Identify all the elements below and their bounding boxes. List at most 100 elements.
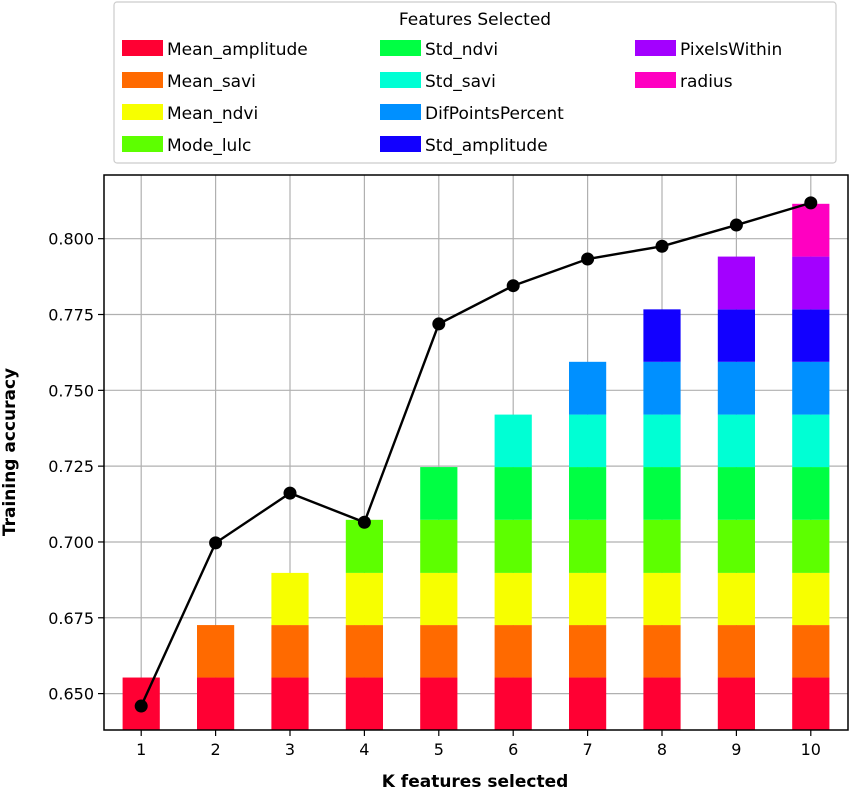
x-tick-label: 8 — [657, 740, 667, 759]
bar-segment-mean-savi-k5 — [420, 625, 458, 678]
y-tick-label: 0.750 — [48, 381, 94, 400]
bar-segment-std-amplitude-k8 — [643, 309, 681, 362]
legend-label-mode-lulc: Mode_lulc — [167, 136, 251, 156]
y-tick-label: 0.675 — [48, 609, 94, 628]
legend-items: Mean_amplitude Mean_savi Mean_ndvi Mode_lul… — [122, 40, 782, 156]
legend-label-std-ndvi: Std_ndvi — [425, 40, 498, 60]
bar-segment-mean-savi-k2 — [197, 625, 235, 678]
plot-area: 1 2 3 4 5 6 7 8 9 10 0.650 0.675 0.700 0.725 0.750 0.7… — [48, 174, 849, 759]
bar-segment-mean-savi-k4 — [345, 625, 383, 678]
bar-segment-mode-lulc-k10 — [792, 519, 830, 573]
bar-segment-mean-savi-k9 — [717, 625, 755, 678]
legend-title: Features Selected — [399, 10, 551, 30]
plot-frame — [103, 174, 849, 731]
bar-segment-std-ndvi-k5 — [420, 467, 458, 520]
bar-segment-mean-savi-k6 — [494, 625, 532, 678]
bar-segment-mean-ndvi-k6 — [494, 572, 532, 626]
bar-segment-std-ndvi-k6 — [494, 467, 532, 520]
x-tick-label: 1 — [136, 740, 146, 759]
bar-segment-mean-ndvi-k9 — [717, 572, 755, 626]
legend-swatch-radius — [635, 72, 676, 88]
accuracy-point-k7 — [581, 252, 595, 266]
bar-segment-mean-amplitude-k5 — [420, 677, 458, 730]
legend-swatch-pixelswithin — [635, 40, 676, 56]
x-tick-label: 3 — [285, 740, 295, 759]
bar-segment-mean-savi-k7 — [569, 625, 607, 678]
bar-segment-std-savi-k7 — [569, 414, 607, 468]
x-axis-title: K features selected — [382, 772, 569, 788]
legend-label-std-amplitude: Std_amplitude — [425, 136, 548, 156]
bar-segment-mode-lulc-k9 — [717, 519, 755, 573]
bar-segment-std-savi-k6 — [494, 414, 532, 468]
bar-segment-pixelswithin-k10 — [792, 256, 830, 310]
bar-segment-mean-ndvi-k10 — [792, 572, 830, 626]
bars — [122, 203, 830, 730]
x-tick-label: 7 — [583, 740, 593, 759]
bar-segment-mean-amplitude-k4 — [345, 677, 383, 730]
bar-segment-std-savi-k8 — [643, 414, 681, 468]
y-tick-label: 0.800 — [48, 230, 94, 249]
y-tick-label: 0.700 — [48, 533, 94, 552]
legend-label-radius: radius — [680, 72, 733, 92]
accuracy-point-k3 — [283, 486, 297, 500]
bar-segment-difpointspercent-k8 — [643, 361, 681, 415]
bar-segment-std-ndvi-k10 — [792, 467, 830, 520]
x-tick-label: 6 — [508, 740, 518, 759]
bar-segment-mean-savi-k3 — [271, 625, 309, 678]
accuracy-line-series — [134, 196, 818, 713]
bar-segment-mean-ndvi-k3 — [271, 572, 309, 626]
bar-segment-mode-lulc-k6 — [494, 519, 532, 573]
bar-segment-std-ndvi-k9 — [717, 467, 755, 520]
x-tick-label: 4 — [359, 740, 369, 759]
legend-swatch-mode-lulc — [122, 136, 163, 152]
bar-segment-difpointspercent-k9 — [717, 361, 755, 415]
legend-label-std-savi: Std_savi — [425, 72, 496, 92]
accuracy-point-k6 — [506, 279, 520, 293]
legend: Features Selected Mean_amplitude Mean_sav… — [113, 1, 837, 164]
bar-segment-mean-ndvi-k8 — [643, 572, 681, 626]
bar-segment-mean-savi-k8 — [643, 625, 681, 678]
legend-swatch-difpointspercent — [380, 104, 421, 120]
bar-segment-mean-amplitude-k6 — [494, 677, 532, 730]
legend-label-mean-ndvi: Mean_ndvi — [167, 104, 258, 124]
bar-segment-mean-amplitude-k9 — [717, 677, 755, 730]
bar-segment-difpointspercent-k10 — [792, 361, 830, 415]
bar-segment-mode-lulc-k7 — [569, 519, 607, 573]
accuracy-point-k10 — [804, 196, 818, 210]
bar-segment-mean-amplitude-k7 — [569, 677, 607, 730]
accuracy-point-k8 — [655, 239, 669, 253]
accuracy-point-k9 — [729, 218, 743, 232]
bar-segment-mean-amplitude-k10 — [792, 677, 830, 730]
legend-label-mean-savi: Mean_savi — [167, 72, 256, 92]
accuracy-point-k5 — [432, 317, 446, 331]
y-tick-label: 0.775 — [48, 306, 94, 325]
bar-segment-mean-ndvi-k5 — [420, 572, 458, 626]
accuracy-line — [140, 201, 812, 707]
bar-segment-std-ndvi-k7 — [569, 467, 607, 520]
y-axis-ticks: 0.650 0.675 0.700 0.725 0.750 0.775 0.800 — [48, 230, 104, 704]
legend-label-difpointspercent: DifPointsPercent — [425, 104, 564, 124]
x-axis-ticks: 1 2 3 4 5 6 7 8 9 10 — [136, 730, 821, 759]
x-tick-label: 2 — [211, 740, 221, 759]
y-tick-label: 0.650 — [48, 685, 94, 704]
legend-label-pixelswithin: PixelsWithin — [680, 40, 782, 60]
bar-segment-mean-amplitude-k8 — [643, 677, 681, 730]
legend-swatch-std-savi — [380, 72, 421, 88]
bar-segment-std-savi-k10 — [792, 414, 830, 468]
legend-label-mean-amplitude: Mean_amplitude — [167, 40, 308, 60]
accuracy-point-k2 — [209, 536, 223, 550]
bar-segment-mode-lulc-k8 — [643, 519, 681, 573]
legend-swatch-std-ndvi — [380, 40, 421, 56]
bar-segment-difpointspercent-k7 — [569, 361, 607, 415]
legend-swatch-std-amplitude — [380, 136, 421, 152]
bar-segment-mean-amplitude-k2 — [197, 677, 235, 730]
x-tick-label: 9 — [731, 740, 741, 759]
accuracy-point-k1 — [134, 699, 148, 713]
bar-segment-pixelswithin-k9 — [717, 256, 755, 310]
bar-segment-mean-amplitude-k3 — [271, 677, 309, 730]
legend-swatch-mean-ndvi — [122, 104, 163, 120]
legend-swatch-mean-amplitude — [122, 40, 163, 56]
y-tick-label: 0.725 — [48, 457, 94, 476]
bar-segment-std-amplitude-k10 — [792, 309, 830, 362]
